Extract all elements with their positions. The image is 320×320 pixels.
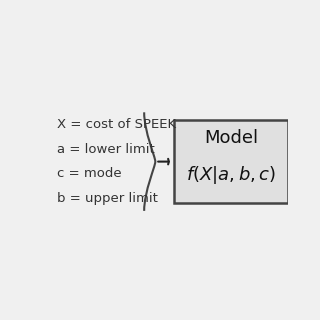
Text: a = lower limit: a = lower limit xyxy=(57,143,155,156)
Text: c = mode: c = mode xyxy=(57,167,122,180)
Text: b = upper limit: b = upper limit xyxy=(57,192,158,205)
FancyBboxPatch shape xyxy=(174,120,288,204)
Text: Model: Model xyxy=(204,129,258,147)
Text: X = cost of SPEEK: X = cost of SPEEK xyxy=(57,118,177,131)
Text: $f(X|a,b,c)$: $f(X|a,b,c)$ xyxy=(186,164,276,186)
